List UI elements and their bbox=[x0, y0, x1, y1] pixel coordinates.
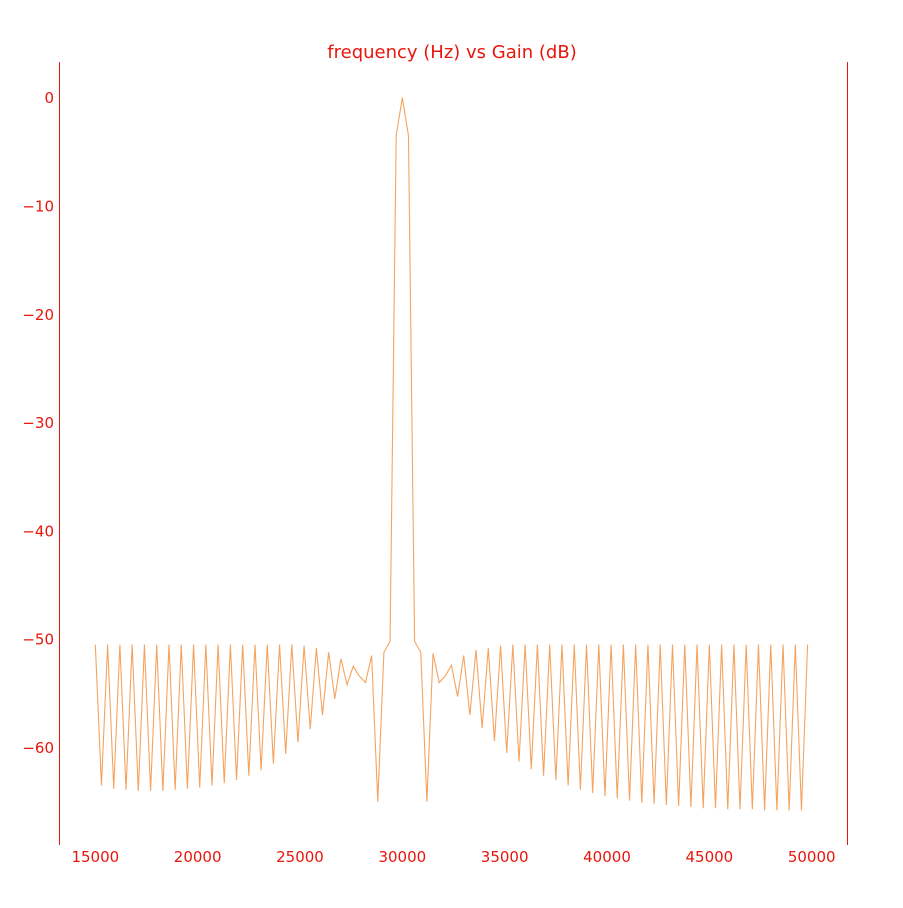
y-axis-ticks: 0 −10 −20 −30 −40 −50 −60 bbox=[22, 89, 54, 757]
x-axis-ticks: 15000 20000 25000 30000 35000 40000 45000 50000 bbox=[71, 848, 835, 866]
series-layer bbox=[94, 97, 809, 811]
x-tick-label: 15000 bbox=[71, 848, 119, 866]
y-tick-label: −60 bbox=[22, 739, 54, 757]
x-tick-label: 40000 bbox=[583, 848, 631, 866]
x-tick-label: 45000 bbox=[685, 848, 733, 866]
y-tick-label: −50 bbox=[22, 631, 54, 649]
chart-title: frequency (Hz) vs Gain (dB) bbox=[327, 42, 576, 63]
x-tick-label: 20000 bbox=[174, 848, 222, 866]
x-tick-label: 35000 bbox=[481, 848, 529, 866]
x-tick-label: 50000 bbox=[788, 848, 836, 866]
series-line-0 bbox=[94, 97, 809, 811]
x-tick-label: 25000 bbox=[276, 848, 324, 866]
y-tick-label: 0 bbox=[44, 89, 54, 107]
y-tick-label: −20 bbox=[22, 306, 54, 324]
x-tick-label: 30000 bbox=[378, 848, 426, 866]
y-tick-label: −10 bbox=[22, 198, 54, 216]
y-tick-label: −40 bbox=[22, 522, 54, 540]
y-tick-label: −30 bbox=[22, 414, 54, 432]
